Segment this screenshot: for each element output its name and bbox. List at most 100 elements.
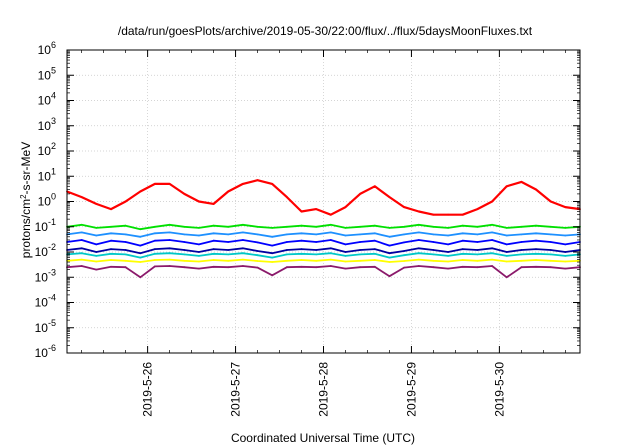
series-8-point <box>388 275 391 278</box>
series-8-point <box>80 265 83 267</box>
y-axis-label-sup: 2 <box>19 194 28 199</box>
series-1-point <box>256 179 259 182</box>
series-6-point <box>344 255 347 257</box>
y-tick-label: 101 <box>38 166 56 183</box>
series-5-point <box>388 252 391 255</box>
series-6-point <box>286 253 288 256</box>
series-2-point <box>373 224 376 227</box>
series-line-6 <box>66 252 581 259</box>
series-1-point <box>476 208 479 211</box>
series-6-point <box>242 252 244 255</box>
series-8-point <box>300 265 303 268</box>
series-2-point <box>139 228 142 231</box>
series-3-point <box>447 234 449 237</box>
series-1-point <box>242 183 244 185</box>
series-6-point <box>168 252 171 255</box>
series-6-point <box>417 252 420 255</box>
series-2-point <box>168 223 171 226</box>
series-3-point <box>300 232 303 235</box>
series-1-point <box>505 185 508 188</box>
series-1-point <box>359 193 361 195</box>
series-4-point <box>286 241 288 243</box>
series-1-point <box>110 208 112 211</box>
series-7-point <box>212 259 215 261</box>
series-7-point <box>564 260 567 263</box>
series-8-point <box>359 266 361 269</box>
series-4-point <box>315 241 318 243</box>
y-tick-label: 10-6 <box>35 343 56 360</box>
series-2-point <box>183 225 186 228</box>
series-7-point <box>242 258 244 261</box>
series-5-point <box>417 247 420 250</box>
series-3-point <box>417 231 420 234</box>
series-8-point <box>564 267 567 270</box>
series-1-point <box>447 213 449 216</box>
series-1-point <box>535 188 537 191</box>
y-axis-label-after: -s-sr-MeV <box>19 142 33 195</box>
series-6-point <box>505 255 508 257</box>
series-3-point <box>256 233 259 236</box>
series-4-point <box>110 239 112 242</box>
series-7-point <box>461 259 464 261</box>
series-5-point <box>256 250 259 252</box>
series-2-point <box>359 225 361 228</box>
series-4-point <box>80 239 83 241</box>
series-2-point <box>124 224 127 227</box>
series-1-point <box>388 196 391 199</box>
series-7-point <box>491 258 493 261</box>
series-4-point <box>124 241 127 243</box>
y-tick-label: 10-3 <box>35 267 56 284</box>
series-8-point <box>329 265 332 267</box>
series-2-point <box>242 223 244 226</box>
series-6-point <box>110 252 112 255</box>
series-4-point <box>242 239 244 241</box>
series-2-point <box>256 225 259 228</box>
series-3-point <box>505 234 508 237</box>
series-1-point <box>80 196 83 199</box>
series-6-point <box>198 255 200 257</box>
series-line-8 <box>66 265 581 279</box>
series-2-point <box>417 223 420 226</box>
series-7-point <box>505 260 508 263</box>
series-3-point <box>315 233 318 236</box>
series-8-point <box>271 274 274 277</box>
series-6-point <box>432 253 435 256</box>
series-3-point <box>535 232 537 235</box>
series-8-point <box>256 266 259 269</box>
series-7-point <box>388 261 391 263</box>
series-7-point <box>183 259 186 262</box>
series-8-point <box>432 266 435 269</box>
series-3-point <box>95 234 98 237</box>
series-8-point <box>491 265 493 267</box>
x-tick-label: 2019-5-29 <box>404 362 418 417</box>
series-8-point <box>373 265 376 268</box>
series-4-point <box>476 241 479 243</box>
series-4-point <box>139 244 142 247</box>
series-8-point <box>168 265 171 267</box>
series-8-point <box>183 266 186 269</box>
series-1-point <box>168 183 171 185</box>
series-6-point <box>520 253 523 256</box>
series-1-point <box>95 203 98 205</box>
y-tick-label: 10-1 <box>35 217 56 234</box>
series-8-point <box>286 266 288 269</box>
series-8-point <box>154 265 156 268</box>
series-7-point <box>373 259 376 261</box>
y-axis-label: protons/cm2-s-sr-MeV <box>19 142 34 258</box>
series-1-point <box>139 190 142 193</box>
series-line-1 <box>66 179 581 216</box>
series-2-point <box>80 223 83 226</box>
series-2-point <box>271 227 274 229</box>
series-3-point <box>491 231 493 234</box>
y-tick-label: 100 <box>38 192 56 209</box>
series-line-2 <box>66 223 581 231</box>
series-4-point <box>95 243 98 246</box>
series-8-point <box>110 265 112 268</box>
series-8-point <box>535 265 537 268</box>
series-8-point <box>505 276 508 279</box>
series-2-point <box>535 224 537 227</box>
series-3-point <box>549 233 552 236</box>
series-8-point <box>344 267 347 270</box>
y-tick-label: 104 <box>38 91 56 108</box>
